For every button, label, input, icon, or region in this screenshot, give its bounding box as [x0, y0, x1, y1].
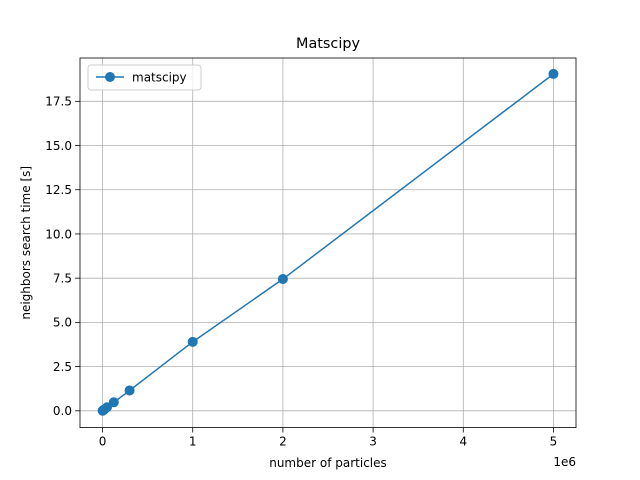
legend-box	[87, 64, 202, 91]
legend-entry-label: matscipy	[132, 71, 187, 85]
x-tick-label: 3	[369, 435, 377, 449]
data-point	[108, 397, 119, 408]
legend: matscipy	[87, 64, 202, 91]
x-tick-label: 2	[279, 435, 287, 449]
data-point	[187, 336, 198, 347]
y-tick-label: 2.5	[53, 360, 72, 374]
y-tick-label: 0.0	[53, 404, 72, 418]
y-tick-label: 7.5	[53, 271, 72, 285]
x-tick-label: 4	[459, 435, 467, 449]
plot-area-frame	[79, 57, 577, 429]
y-tick-label: 12.5	[45, 183, 72, 197]
grid-lines	[80, 58, 576, 428]
y-axis-label: neighbors search time [s]	[19, 166, 33, 320]
data-point	[548, 68, 559, 79]
x-axis-offset-label: 1e6	[553, 455, 576, 469]
x-tick-label: 1	[189, 435, 197, 449]
series-lines	[97, 68, 559, 416]
x-tick-label: 5	[550, 435, 558, 449]
data-point	[277, 274, 288, 285]
data-point	[124, 385, 135, 396]
y-tick-label: 17.5	[45, 95, 72, 109]
x-axis-label: number of particles	[269, 456, 387, 470]
x-axis-ticks: 0 1 2 3 4 5	[99, 427, 558, 449]
y-axis-ticks: 0.0 2.5 5.0 7.5 10.0 12.5 15.0 17.5	[45, 95, 80, 418]
x-tick-label: 0	[99, 435, 107, 449]
y-tick-label: 5.0	[53, 316, 72, 330]
y-tick-label: 10.0	[45, 227, 72, 241]
legend-series-marker	[105, 72, 115, 82]
y-tick-label: 15.0	[45, 139, 72, 153]
chart-title: Matscipy	[296, 36, 360, 52]
data-point	[102, 402, 113, 413]
